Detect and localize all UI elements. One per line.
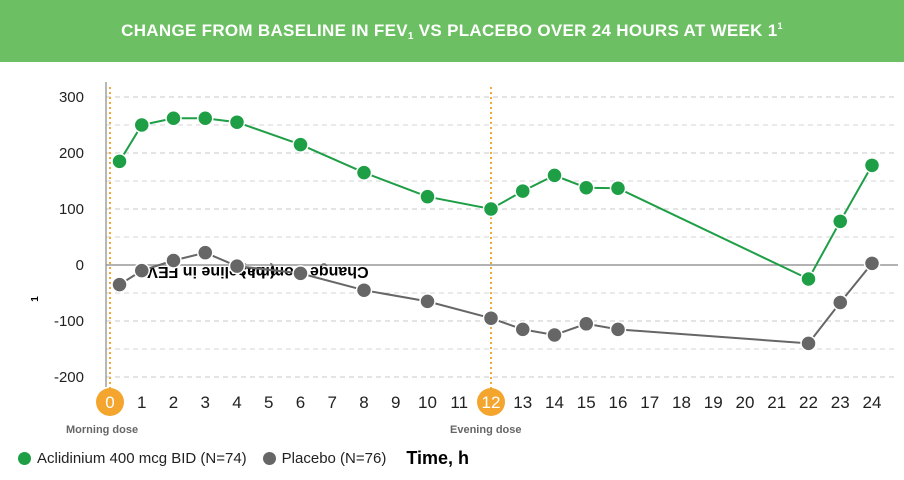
data-point-aclidinium bbox=[482, 200, 500, 218]
data-point-placebo bbox=[800, 335, 817, 352]
data-point-placebo bbox=[609, 321, 627, 338]
data-point-aclidinium bbox=[111, 153, 128, 170]
morning-dose-label: Morning dose bbox=[66, 424, 139, 436]
legend-marker-aclidinium bbox=[18, 452, 31, 465]
y-tick-label: 0 bbox=[76, 257, 84, 274]
data-point-aclidinium bbox=[546, 167, 563, 184]
data-point-aclidinium bbox=[165, 110, 182, 127]
data-point-aclidinium bbox=[419, 188, 436, 205]
x-tick-label: 2 bbox=[169, 393, 178, 412]
x-tick-label: 23 bbox=[831, 393, 850, 412]
legend-marker-placebo bbox=[262, 452, 276, 465]
x-tick-label: 9 bbox=[391, 393, 400, 412]
data-point-aclidinium bbox=[292, 136, 309, 153]
x-tick-label: 8 bbox=[359, 393, 368, 412]
x-tick-label: 1 bbox=[137, 393, 146, 412]
x-tick-label: 11 bbox=[450, 393, 468, 412]
y-tick-label: -200 bbox=[54, 369, 84, 386]
data-point-aclidinium bbox=[197, 110, 214, 127]
series-line-aclidinium bbox=[118, 117, 873, 281]
x-axis-title: Time, h bbox=[406, 448, 470, 468]
data-point-aclidinium bbox=[863, 157, 881, 174]
series-line-placebo bbox=[118, 251, 873, 345]
y-tick-label: 100 bbox=[59, 201, 84, 218]
chart-title-banner: CHANGE FROM BASELINE IN FEV1 VS PLACEBO … bbox=[0, 0, 904, 62]
data-point-placebo bbox=[111, 276, 128, 293]
chart-title: CHANGE FROM BASELINE IN FEV1 VS PLACEBO … bbox=[121, 20, 783, 42]
legend-item-placebo: Placebo (N=76) bbox=[262, 450, 387, 467]
x-tick-label: 14 bbox=[545, 393, 564, 412]
data-point-placebo bbox=[832, 294, 849, 311]
evening-dose-label: Evening dose bbox=[450, 424, 522, 436]
x-tick-label: 12 bbox=[482, 393, 501, 412]
data-point-aclidinium bbox=[609, 180, 627, 197]
data-point-placebo bbox=[482, 309, 500, 327]
y-tick-label: 200 bbox=[59, 145, 84, 162]
x-tick-label: 21 bbox=[767, 393, 786, 412]
data-point-aclidinium bbox=[355, 164, 373, 181]
x-tick-label: 15 bbox=[577, 393, 596, 412]
data-point-aclidinium bbox=[800, 270, 817, 288]
x-tick-label: 24 bbox=[863, 393, 882, 412]
x-tick-label: 7 bbox=[328, 393, 337, 412]
x-tick-label: 13 bbox=[513, 393, 532, 412]
y-tick-label: 300 bbox=[59, 89, 84, 106]
legend: Aclidinium 400 mcg BID (N=74) Placebo (N… bbox=[18, 448, 469, 469]
data-point-placebo bbox=[863, 255, 881, 272]
data-point-placebo bbox=[419, 293, 436, 310]
data-point-aclidinium bbox=[578, 179, 595, 196]
data-point-placebo bbox=[165, 252, 182, 269]
data-point-aclidinium bbox=[228, 113, 246, 131]
x-tick-highlight bbox=[477, 388, 505, 416]
x-tick-label: 19 bbox=[704, 393, 723, 412]
data-point-placebo bbox=[133, 262, 150, 279]
x-tick-label: 5 bbox=[264, 393, 273, 412]
x-tick-label: 0 bbox=[105, 393, 114, 412]
data-point-placebo bbox=[197, 244, 214, 261]
legend-label-aclidinium: Aclidinium 400 mcg BID (N=74) bbox=[37, 450, 247, 467]
data-point-placebo bbox=[228, 257, 246, 275]
legend-item-aclidinium: Aclidinium 400 mcg BID (N=74) bbox=[18, 450, 247, 467]
data-point-aclidinium bbox=[832, 213, 849, 230]
x-tick-label: 22 bbox=[799, 393, 818, 412]
x-tick-label: 4 bbox=[232, 393, 241, 412]
y-tick-label: -100 bbox=[54, 313, 84, 330]
x-tick-label: 18 bbox=[672, 393, 691, 412]
data-point-placebo bbox=[546, 326, 563, 344]
x-tick-highlight bbox=[96, 388, 124, 416]
data-point-aclidinium bbox=[514, 182, 531, 200]
data-point-aclidinium bbox=[133, 116, 150, 134]
data-point-placebo bbox=[514, 321, 531, 338]
data-point-placebo bbox=[355, 281, 373, 299]
x-tick-label: 6 bbox=[296, 393, 305, 412]
data-point-placebo bbox=[578, 315, 595, 333]
x-tick-label: 3 bbox=[201, 393, 210, 412]
legend-label-placebo: Placebo (N=76) bbox=[281, 450, 387, 467]
x-tick-label: 20 bbox=[736, 393, 755, 412]
x-tick-label: 16 bbox=[609, 393, 628, 412]
x-tick-label: 10 bbox=[418, 393, 437, 412]
data-point-placebo bbox=[292, 265, 309, 282]
x-tick-label: 17 bbox=[640, 393, 659, 412]
